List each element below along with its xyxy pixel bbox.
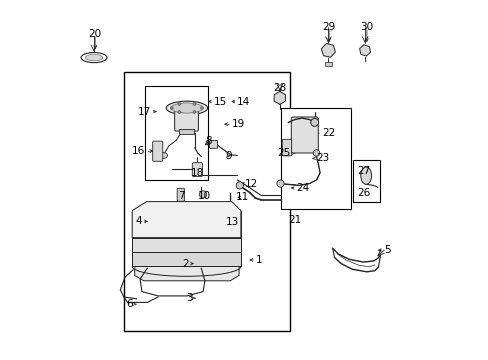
Text: 7: 7 [178, 191, 185, 201]
Bar [145, 86, 208, 180]
Polygon shape [134, 266, 239, 281]
Text: 5: 5 [384, 245, 390, 255]
Text: 21: 21 [288, 215, 301, 225]
FancyBboxPatch shape [324, 62, 331, 66]
FancyBboxPatch shape [178, 129, 193, 134]
Text: 22: 22 [321, 128, 334, 138]
Text: 4: 4 [135, 216, 142, 226]
Text: 19: 19 [231, 119, 244, 129]
Circle shape [193, 103, 196, 105]
FancyBboxPatch shape [177, 188, 184, 201]
Text: 25: 25 [277, 148, 290, 158]
Text: 15: 15 [213, 96, 227, 107]
Text: 13: 13 [225, 217, 239, 228]
Text: 2: 2 [182, 258, 188, 269]
Bar [123, 72, 289, 331]
Circle shape [276, 180, 284, 187]
Ellipse shape [310, 118, 318, 126]
FancyBboxPatch shape [174, 107, 198, 131]
Ellipse shape [166, 101, 207, 115]
Text: 27: 27 [357, 166, 370, 176]
Text: 28: 28 [273, 83, 286, 93]
Text: 8: 8 [205, 136, 211, 146]
Text: 16: 16 [132, 146, 145, 156]
Text: 26: 26 [357, 188, 370, 198]
Text: 12: 12 [244, 179, 257, 189]
Text: 18: 18 [190, 168, 203, 178]
Polygon shape [132, 252, 241, 266]
Text: 17: 17 [137, 107, 151, 117]
Polygon shape [132, 202, 241, 238]
Text: 9: 9 [224, 150, 231, 161]
Circle shape [170, 107, 173, 109]
Text: 20: 20 [88, 29, 102, 39]
Bar [280, 108, 350, 209]
Ellipse shape [85, 54, 102, 61]
Text: 11: 11 [235, 192, 248, 202]
Circle shape [199, 191, 206, 198]
Ellipse shape [360, 167, 371, 184]
Circle shape [236, 182, 243, 189]
Text: 29: 29 [322, 22, 335, 32]
Text: 6: 6 [126, 299, 133, 309]
Bar [352, 160, 379, 202]
Circle shape [178, 111, 181, 113]
Text: 10: 10 [197, 191, 210, 201]
Circle shape [193, 111, 196, 113]
Text: 30: 30 [360, 22, 373, 32]
Circle shape [178, 103, 181, 105]
Text: 14: 14 [237, 96, 250, 107]
Ellipse shape [313, 150, 319, 156]
Ellipse shape [170, 103, 203, 113]
FancyBboxPatch shape [192, 163, 202, 176]
Polygon shape [132, 238, 241, 252]
Text: 24: 24 [296, 183, 309, 193]
FancyBboxPatch shape [291, 117, 318, 153]
FancyBboxPatch shape [152, 141, 163, 161]
Ellipse shape [159, 153, 167, 158]
Text: 1: 1 [256, 255, 262, 265]
Text: 3: 3 [185, 293, 192, 303]
Ellipse shape [81, 53, 107, 63]
Text: 23: 23 [316, 153, 329, 163]
Circle shape [200, 107, 203, 109]
FancyBboxPatch shape [282, 139, 291, 156]
FancyBboxPatch shape [209, 140, 217, 148]
